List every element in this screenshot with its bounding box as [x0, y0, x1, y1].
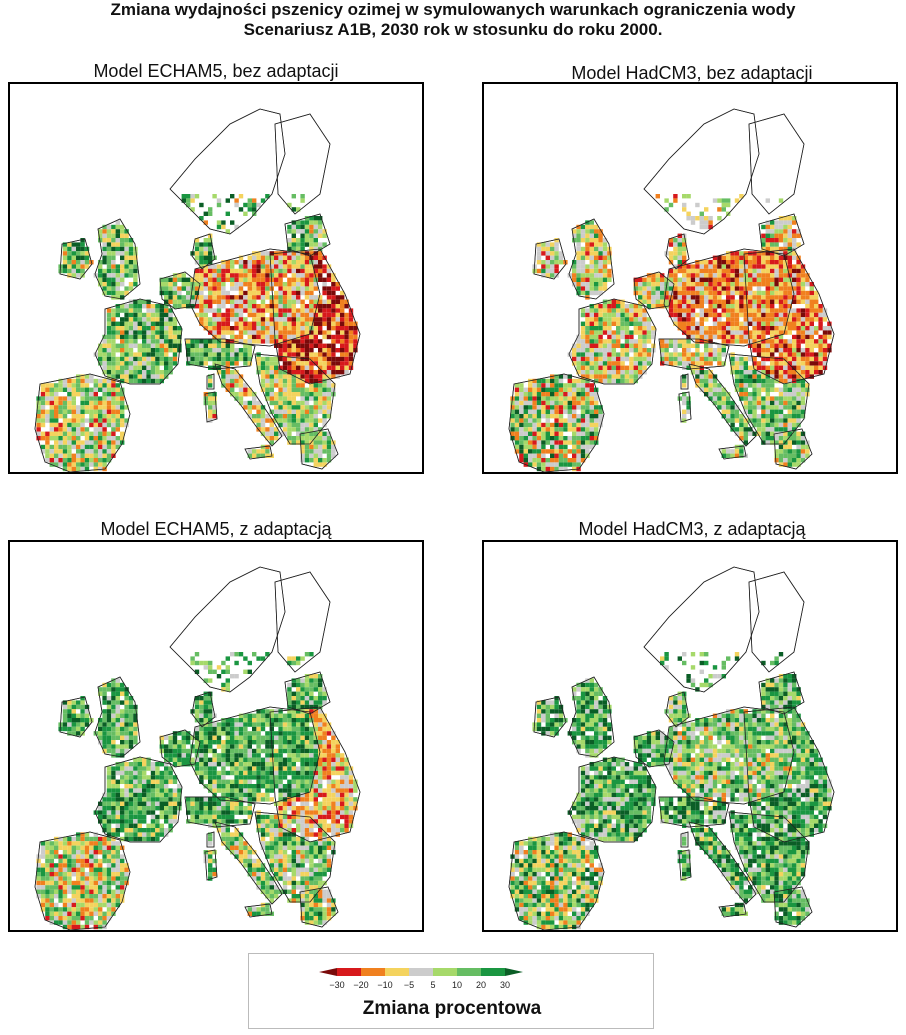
europe-map: [484, 542, 896, 930]
legend-tick-label: 30: [500, 980, 510, 990]
map-panel-echam5-no-adapt: [8, 82, 424, 474]
legend-tick-label: 5: [430, 980, 435, 990]
legend-swatch: [505, 968, 523, 976]
yield-change-grid: [510, 652, 832, 930]
chart-title-line1: Zmiana wydajności pszenicy ozimej w symu…: [110, 0, 796, 19]
yield-change-grid: [510, 194, 832, 472]
legend-swatch: [433, 968, 457, 976]
legend-tick-label: −10: [377, 980, 392, 990]
legend: −30 −20 −10 −5 5 10 20 30 Zmiana procentowa: [248, 953, 654, 1029]
legend-swatch: [361, 968, 385, 976]
panel-title-echam5-no-adapt: Model ECHAM5, bez adaptacji: [93, 61, 339, 81]
legend-tick-label: 20: [476, 980, 486, 990]
europe-map: [484, 84, 896, 472]
yield-change-grid: [36, 194, 358, 472]
legend-swatch: [337, 968, 361, 976]
panel-title-echam5-adapt: Model ECHAM5, z adaptacją: [100, 519, 332, 539]
chart-title-line2: Scenariusz A1B, 2030 rok w stosunku do r…: [243, 20, 663, 39]
map-panel-hadcm3-no-adapt: [482, 82, 898, 474]
legend-tick-label: −20: [353, 980, 368, 990]
legend-swatch: [457, 968, 481, 976]
panel-title-hadcm3-adapt: Model HadCM3, z adaptacją: [578, 519, 806, 539]
legend-swatch: [481, 968, 505, 976]
color-scale-bar: −30 −20 −10 −5 5 10 20 30: [319, 968, 523, 990]
legend-title: Zmiana procentowa: [362, 998, 542, 1019]
yield-change-grid: [36, 652, 358, 930]
map-panel-hadcm3-adapt: [482, 540, 898, 932]
legend-tick-label: 10: [452, 980, 462, 990]
legend-swatch: [319, 968, 337, 976]
legend-swatch: [385, 968, 409, 976]
europe-map: [10, 542, 422, 930]
legend-tick-label: −5: [404, 980, 414, 990]
panel-title-hadcm3-no-adapt: Model HadCM3, bez adaptacji: [571, 63, 813, 83]
map-panel-echam5-adapt: [8, 540, 424, 932]
legend-tick-label: −30: [329, 980, 344, 990]
legend-swatch: [409, 968, 433, 976]
europe-map: [10, 84, 422, 472]
